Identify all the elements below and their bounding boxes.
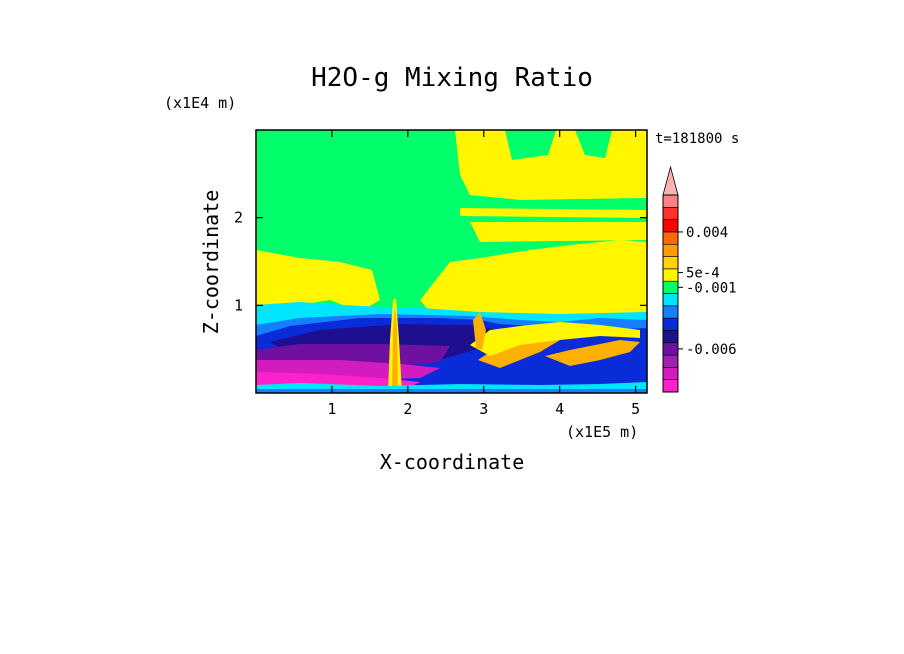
contour-field — [256, 130, 647, 393]
field-column-inner — [392, 305, 398, 393]
colorbar-swatch — [662, 256, 679, 270]
field-moist-plume-3 — [470, 322, 640, 356]
x-tick-label: 5 — [631, 400, 640, 418]
colorbar-frame — [662, 194, 679, 393]
field-moist-upper — [455, 130, 647, 200]
colorbar-swatch — [662, 354, 679, 368]
chart-title: H2O-g Mixing Ratio — [311, 63, 593, 93]
y-axis-label: Z-coordinate — [199, 190, 223, 335]
colorbar-swatch — [662, 231, 679, 245]
x-axis: 1 2 3 4 5 — [327, 130, 640, 418]
y-tick-label: 2 — [234, 209, 243, 227]
colorbar-label: -0.001 — [686, 280, 737, 296]
x-scale-label: (x1E5 m) — [566, 423, 638, 441]
colorbar-label: 0.004 — [686, 225, 728, 241]
field-orange-column — [473, 312, 486, 350]
y-scale-label: (x1E4 m) — [164, 94, 236, 112]
field-surface-blue — [256, 389, 647, 393]
field-moist-band — [460, 208, 647, 218]
x-tick-label: 2 — [403, 400, 412, 418]
field-orange-plume-2 — [545, 340, 640, 366]
x-tick-label: 1 — [327, 400, 336, 418]
colorbar-label: -0.006 — [686, 342, 737, 358]
plot-frame — [255, 129, 648, 394]
colorbar-swatch — [662, 317, 679, 331]
field-moist-band-2 — [470, 222, 647, 242]
colorbar-swatch — [662, 280, 679, 294]
colorbar-swatch — [662, 379, 679, 393]
colorbar-swatch — [662, 330, 679, 344]
field-moist-mid-left — [256, 250, 380, 312]
colorbar-swatch — [662, 342, 679, 356]
time-label: t=181800 s — [655, 131, 739, 147]
field-moist-mid-right — [420, 240, 647, 320]
colorbar-swatch — [662, 219, 679, 233]
x-tick-label: 3 — [479, 400, 488, 418]
colorbar-extend-arrow — [662, 165, 679, 196]
colorbar-swatch — [662, 367, 679, 380]
x-tick-label: 4 — [555, 400, 564, 418]
colorbar-swatch — [662, 268, 679, 282]
colorbar-swatch — [662, 207, 679, 220]
colorbar-swatch — [662, 305, 679, 319]
colorbar-swatch — [662, 243, 679, 257]
colorbar-swatch — [662, 293, 679, 307]
colorbar: 0.004 5e-4-0.001 -0.006 — [662, 165, 737, 393]
y-tick-label: 1 — [234, 296, 243, 314]
colorbar-label: 5e-4 — [686, 266, 720, 282]
x-axis-label: X-coordinate — [380, 450, 525, 474]
colorbar-swatch — [662, 194, 679, 208]
y-axis: 12 — [234, 209, 647, 314]
